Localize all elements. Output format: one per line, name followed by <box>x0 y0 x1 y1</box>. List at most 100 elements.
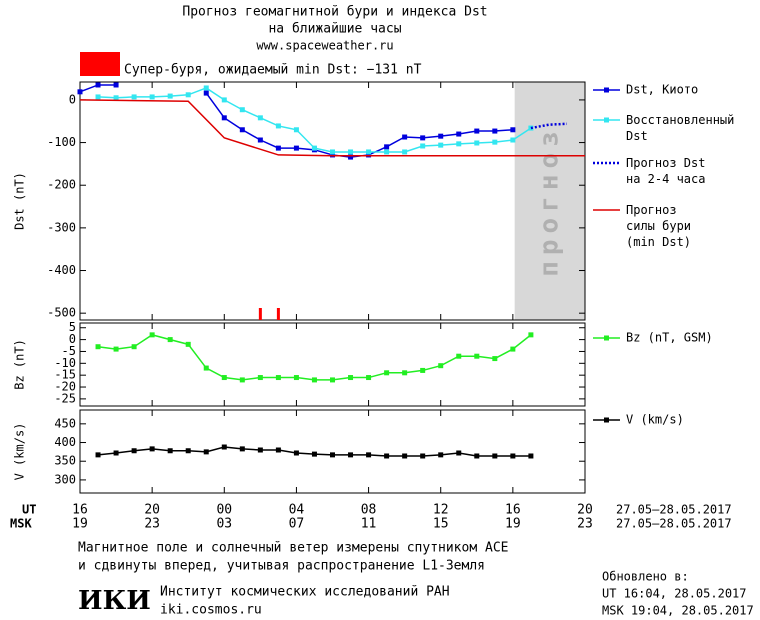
point <box>185 92 191 98</box>
forecast-label: прогноз <box>534 125 564 277</box>
y-tick-label: -10 <box>54 356 76 370</box>
point <box>239 127 245 133</box>
y-tick-label: -5 <box>62 344 76 358</box>
point <box>402 134 408 140</box>
y-tick-label: 300 <box>54 472 76 486</box>
ut-dates: 27.05–28.05.2017 <box>616 503 732 517</box>
point <box>474 140 480 146</box>
point <box>257 375 263 381</box>
legend-swatch <box>604 117 609 123</box>
y-axis-label: Bz (nT) <box>13 339 27 390</box>
point <box>95 82 101 88</box>
legend-swatch <box>604 87 609 93</box>
y-tick-label: 350 <box>54 454 76 468</box>
point <box>239 377 245 383</box>
point <box>293 450 299 456</box>
y-tick-label: 5 <box>69 320 76 334</box>
point <box>510 127 516 133</box>
point <box>203 90 209 96</box>
point <box>95 452 101 458</box>
series-line <box>98 87 532 153</box>
legend-label: Восстановленный Dst <box>626 113 734 143</box>
point <box>311 451 317 457</box>
point <box>95 94 101 100</box>
point <box>149 94 155 100</box>
point <box>492 139 498 145</box>
point <box>348 452 354 458</box>
point <box>149 332 155 338</box>
point <box>474 453 480 459</box>
series-line <box>79 99 585 157</box>
point <box>113 346 119 352</box>
msk-label: MSK <box>10 517 32 531</box>
y-tick-label: 450 <box>54 416 76 430</box>
point <box>203 85 209 91</box>
point <box>420 135 426 141</box>
forecast-region <box>514 82 585 320</box>
point <box>474 353 480 359</box>
site: iki.cosmos.ru <box>160 603 262 618</box>
point <box>492 128 498 134</box>
point <box>330 149 335 155</box>
point <box>257 115 263 121</box>
point <box>239 446 245 452</box>
x-tick-label: 07 <box>289 517 305 532</box>
point <box>275 123 281 129</box>
point <box>113 82 119 88</box>
title-line: на ближайшие часы <box>268 22 401 37</box>
y-tick-label: 0 <box>69 332 76 346</box>
point <box>95 344 101 350</box>
point <box>366 375 372 381</box>
point <box>330 377 335 383</box>
point <box>185 341 191 347</box>
point <box>221 375 227 381</box>
y-axis-label: Dst (nT) <box>13 172 27 230</box>
point <box>474 128 480 134</box>
point <box>257 447 263 453</box>
y-tick-label: -300 <box>47 220 76 234</box>
point <box>366 152 372 158</box>
point <box>185 448 191 454</box>
alert: Супер-буря, ожидаемый min Dst: −131 nT <box>124 63 422 78</box>
point <box>113 95 119 101</box>
point <box>221 115 227 121</box>
point <box>293 145 299 151</box>
x-tick-label: 19 <box>72 517 88 532</box>
x-tick-label: 03 <box>216 517 232 532</box>
title-line: Прогноз геомагнитной бури и индекса Dst <box>182 5 487 20</box>
msk-dates: 27.05–28.05.2017 <box>616 517 732 531</box>
y-tick-label: -500 <box>47 306 76 320</box>
x-tick-label: 16 <box>505 503 521 518</box>
y-tick-label: -25 <box>54 391 76 405</box>
point <box>402 149 408 155</box>
point <box>348 149 354 155</box>
point <box>384 370 390 376</box>
point <box>528 332 534 338</box>
point <box>366 149 372 155</box>
x-tick-label: 20 <box>144 503 160 518</box>
legend-label: Прогноз силы бури (min Dst) <box>626 203 691 249</box>
point <box>456 450 462 456</box>
point <box>311 377 317 383</box>
logo: ИКИ <box>78 586 151 616</box>
point <box>221 444 227 450</box>
point <box>203 365 209 371</box>
x-tick-label: 11 <box>361 517 377 532</box>
point <box>438 133 444 139</box>
x-tick-label: 15 <box>433 517 449 532</box>
legend-swatch <box>604 417 609 423</box>
ut-label: UT <box>22 503 36 517</box>
updated-ut: UT 16:04, 28.05.2017 <box>602 587 747 601</box>
point <box>131 94 137 100</box>
point <box>510 346 516 352</box>
point <box>492 356 498 362</box>
point <box>510 453 516 459</box>
x-tick-label: 23 <box>577 517 593 532</box>
point <box>402 370 408 376</box>
point <box>275 375 281 381</box>
point <box>330 452 335 458</box>
point <box>293 375 299 381</box>
point <box>167 337 173 343</box>
point <box>221 97 227 103</box>
